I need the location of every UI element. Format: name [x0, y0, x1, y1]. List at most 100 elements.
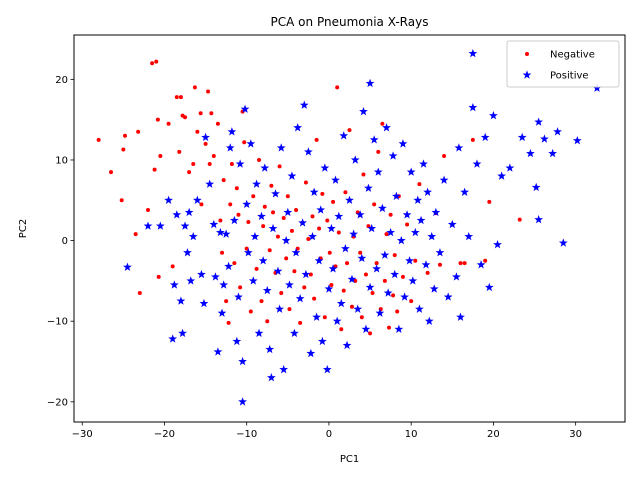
negative-point	[483, 258, 488, 263]
positive-point	[287, 171, 297, 180]
positive-point	[306, 348, 316, 358]
negative-point	[361, 172, 366, 177]
positive-point	[312, 312, 321, 321]
chart-title: PCA on Pneumonia X-Rays	[271, 15, 429, 29]
positive-point	[553, 127, 562, 136]
positive-point	[402, 210, 412, 219]
positive-point	[176, 296, 186, 305]
positive-point	[268, 223, 278, 233]
positive-point	[246, 139, 256, 148]
negative-point	[374, 261, 379, 266]
negative-point	[232, 261, 237, 266]
positive-point	[421, 260, 431, 269]
negative-point	[409, 299, 414, 304]
positive-point	[396, 235, 406, 245]
positive-point	[359, 106, 368, 116]
positive-point	[341, 244, 350, 253]
negative-point	[228, 202, 233, 207]
negative-point	[336, 230, 341, 235]
negative-point	[320, 191, 325, 196]
x-tick-label: 30	[569, 429, 582, 440]
positive-point	[301, 269, 311, 279]
positive-point	[382, 123, 391, 132]
positive-point	[285, 280, 294, 289]
positive-point	[184, 207, 194, 217]
negative-point	[363, 272, 368, 277]
positive-point	[367, 223, 377, 233]
negative-point	[265, 319, 270, 324]
plot-frame	[73, 34, 626, 423]
positive-point	[267, 373, 276, 382]
negative-point	[187, 170, 192, 175]
negative-point	[391, 293, 396, 298]
negative-point	[322, 315, 327, 320]
x-axis-ticks: −30 −20 −10 0 10 20 30	[72, 422, 582, 440]
negative-point	[458, 261, 463, 266]
positive-point	[265, 344, 275, 354]
negative-point	[267, 248, 272, 253]
positive-point	[373, 167, 383, 176]
negative-point	[236, 212, 241, 217]
negative-point	[292, 269, 297, 274]
positive-point	[271, 189, 280, 198]
negative-point	[470, 137, 475, 142]
positive-point	[408, 276, 418, 285]
positive-point	[349, 229, 358, 238]
positive-point	[316, 205, 326, 214]
positive-point	[243, 248, 253, 257]
positive-point	[242, 199, 252, 209]
positive-point	[309, 187, 319, 196]
positive-point	[336, 298, 346, 308]
positive-point	[248, 276, 258, 285]
negative-point	[269, 183, 274, 188]
negative-point	[289, 228, 294, 233]
positive-point	[258, 256, 268, 265]
positive-point	[350, 155, 360, 164]
positive-point	[304, 147, 313, 156]
negative-point	[331, 199, 336, 204]
positive-point	[273, 266, 283, 275]
positive-point	[188, 231, 198, 241]
positive-point	[197, 269, 206, 279]
negative-point	[242, 140, 247, 145]
negative-point	[244, 246, 249, 251]
positive-point	[192, 195, 202, 204]
positive-point	[317, 336, 327, 346]
negative-point	[358, 250, 363, 255]
negative-point	[170, 264, 175, 269]
positive-point	[322, 364, 332, 374]
positive-point	[229, 215, 239, 225]
positive-point	[299, 100, 309, 109]
negative-point	[343, 190, 348, 195]
legend-negative-marker	[525, 52, 529, 56]
positive-point	[386, 227, 395, 237]
positive-point	[380, 250, 390, 259]
positive-point	[439, 175, 449, 184]
positive-point	[169, 280, 179, 289]
positive-point	[505, 163, 515, 172]
negative-point	[327, 250, 332, 255]
negative-point	[392, 253, 397, 258]
negative-point	[154, 59, 159, 64]
negative-point	[199, 202, 204, 207]
negative-point	[425, 270, 430, 275]
positive-point	[211, 272, 220, 281]
positive-point	[452, 272, 461, 281]
positive-point	[435, 248, 445, 257]
positive-point	[353, 304, 363, 313]
negative-point	[192, 85, 197, 90]
positive-point	[238, 356, 247, 366]
negative-point	[308, 272, 313, 277]
x-tick-label: −30	[72, 429, 93, 440]
positive-point	[419, 159, 428, 168]
positive-point	[405, 256, 414, 265]
positive-point	[390, 269, 400, 279]
positive-point	[216, 227, 225, 237]
positive-point	[279, 364, 289, 374]
negative-point	[177, 149, 182, 154]
y-tick-label: 20	[55, 75, 68, 86]
positive-point	[392, 191, 401, 200]
negative-point	[191, 162, 196, 166]
negative-point	[96, 137, 101, 142]
positive-point	[361, 324, 371, 333]
